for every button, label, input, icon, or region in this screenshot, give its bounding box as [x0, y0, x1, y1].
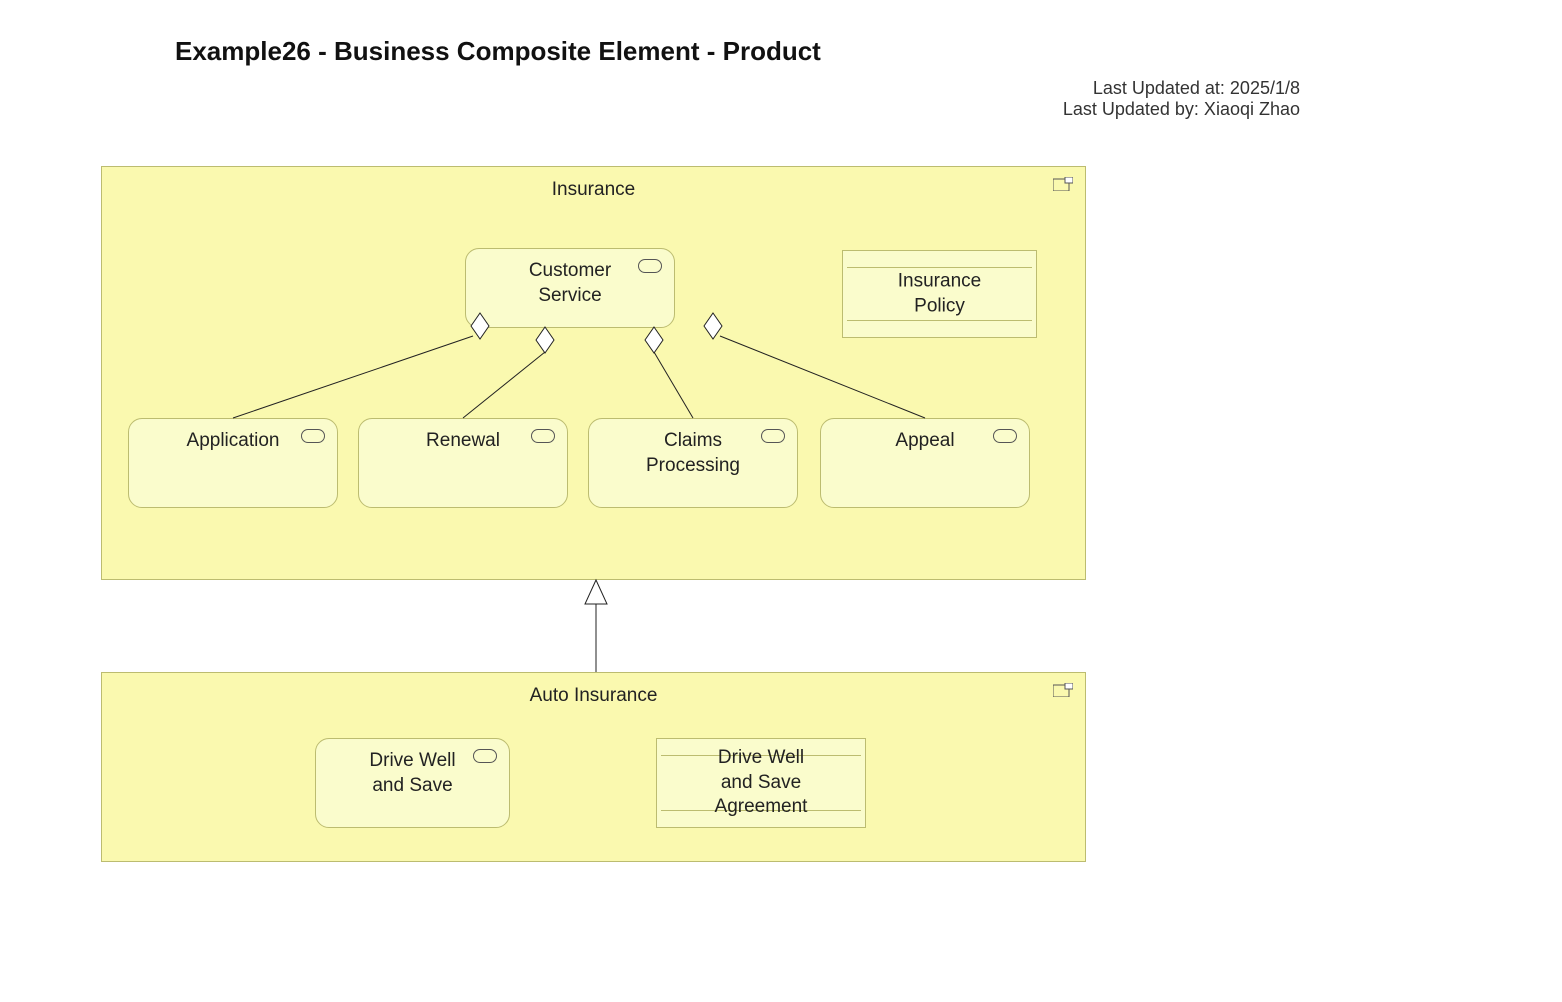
container-auto-insurance-title: Auto Insurance — [530, 685, 658, 707]
service-renewal-label: Renewal — [426, 429, 500, 454]
contract-insurance-policy-label: Insurance Policy — [891, 269, 988, 318]
contract-drive-well-agreement: Drive Well and Save Agreement — [656, 738, 866, 828]
service-application-label: Application — [187, 429, 280, 454]
updated-by-label: Last Updated by: Xiaoqi Zhao — [1040, 99, 1300, 120]
service-renewal: Renewal — [358, 418, 568, 508]
service-appeal-label: Appeal — [895, 429, 954, 454]
container-insurance-title: Insurance — [552, 179, 635, 201]
service-drive-well-label: Drive Well and Save — [369, 749, 455, 798]
diagram-page: Example26 - Business Composite Element -… — [0, 0, 1562, 1002]
service-icon — [993, 429, 1017, 443]
service-appeal: Appeal — [820, 418, 1030, 508]
service-icon — [301, 429, 325, 443]
product-icon — [1053, 177, 1073, 191]
container-auto-insurance: Auto Insurance — [101, 672, 1086, 862]
service-application: Application — [128, 418, 338, 508]
service-claims-label: Claims Processing — [646, 429, 740, 478]
service-icon — [473, 749, 497, 763]
contract-insurance-policy: Insurance Policy — [842, 250, 1037, 338]
service-icon — [638, 259, 662, 273]
contract-drive-well-agreement-label: Drive Well and Save Agreement — [709, 746, 813, 820]
product-icon — [1053, 683, 1073, 697]
service-icon — [761, 429, 785, 443]
updated-at-label: Last Updated at: 2025/1/8 — [1040, 78, 1300, 99]
service-drive-well-and-save: Drive Well and Save — [315, 738, 510, 828]
service-customer-service: Customer Service — [465, 248, 675, 328]
service-icon — [531, 429, 555, 443]
service-claims-processing: Claims Processing — [588, 418, 798, 508]
container-insurance: Insurance — [101, 166, 1086, 580]
page-title: Example26 - Business Composite Element -… — [175, 36, 821, 67]
service-customer-service-label: Customer Service — [529, 259, 611, 308]
page-meta: Last Updated at: 2025/1/8 Last Updated b… — [1040, 78, 1300, 120]
